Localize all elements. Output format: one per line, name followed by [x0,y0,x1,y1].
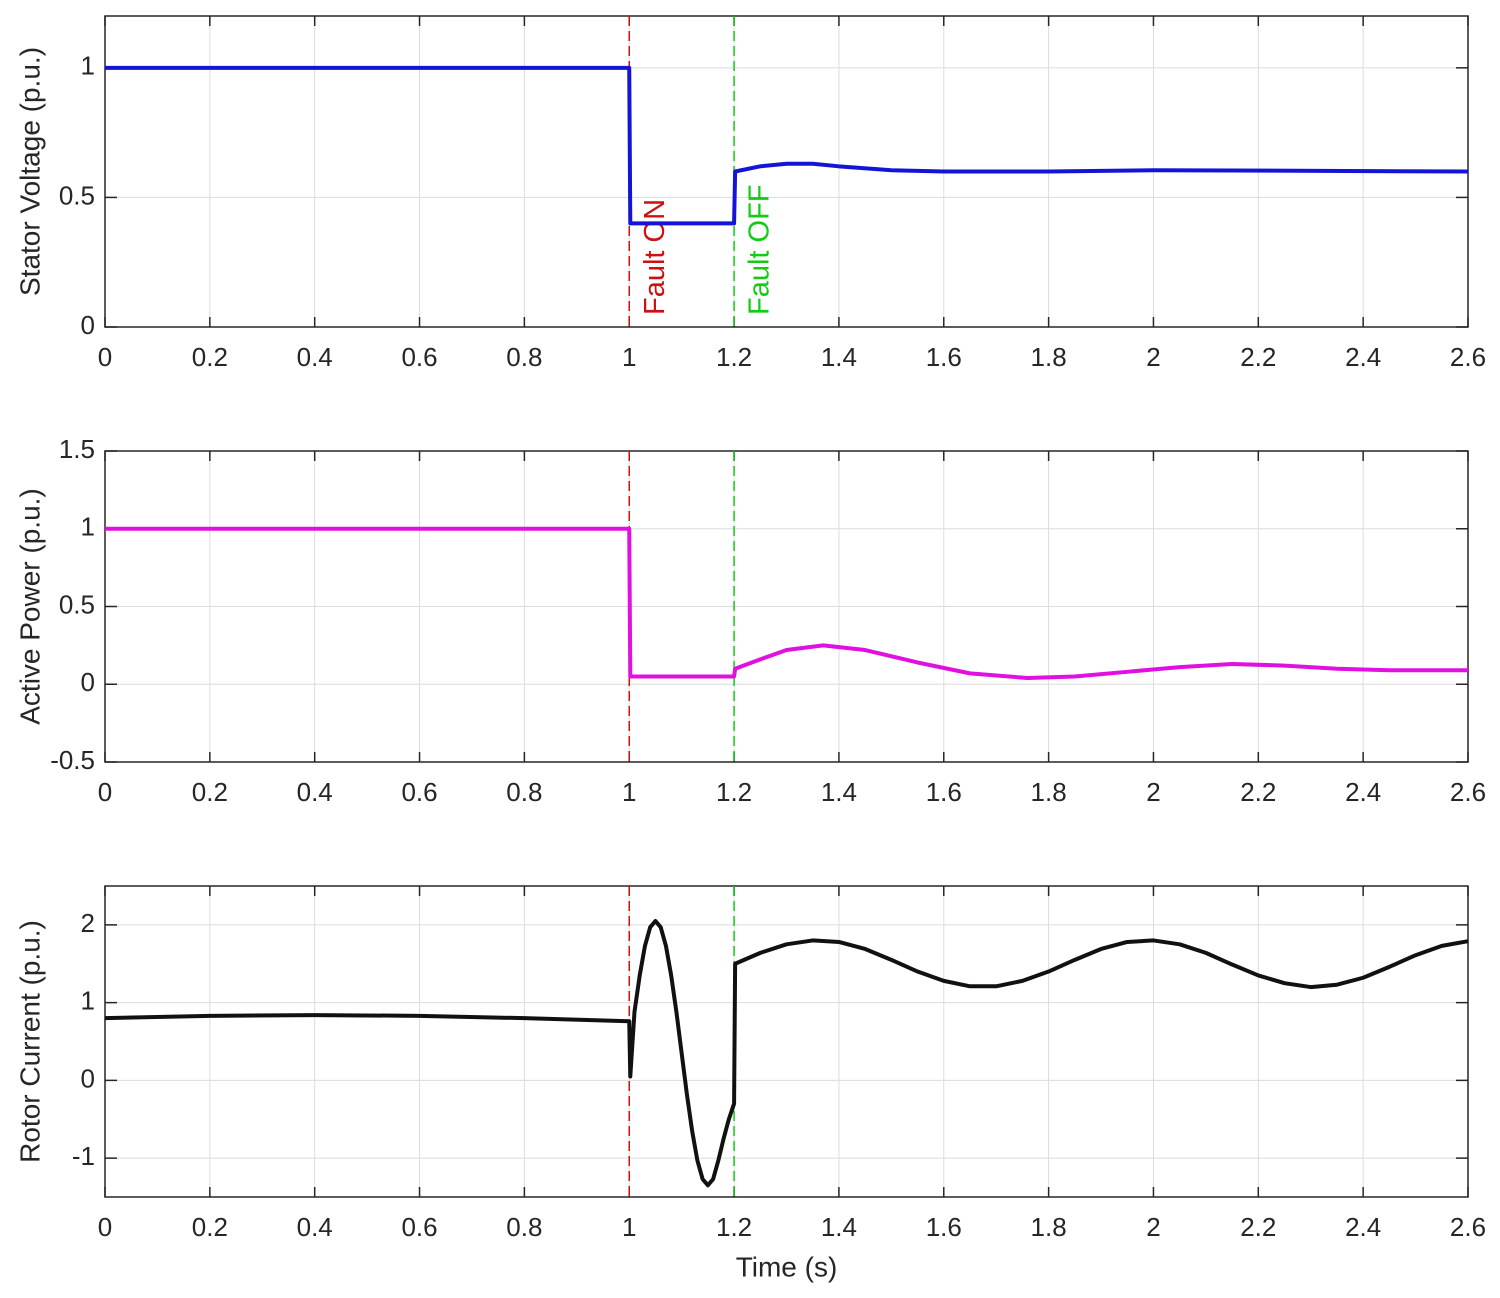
annotation: Fault OFF [744,184,776,315]
plot-area [105,886,1468,1197]
x-tick-label: 1.4 [821,342,857,372]
y-tick-label: 2 [81,908,95,938]
x-axis-label: Time (s) [736,1251,838,1282]
y-tick-label: 0.5 [59,180,95,210]
x-tick-label: 0.4 [297,1212,333,1242]
y-tick-label: 0 [81,310,95,340]
y-axis-label: Stator Voltage (p.u.) [14,47,45,296]
y-tick-label: 0 [81,667,95,697]
y-tick-label: 0.5 [59,589,95,619]
x-tick-label: 2.2 [1240,1212,1276,1242]
x-tick-label: 0 [98,777,112,807]
x-tick-label: 0.6 [401,777,437,807]
y-axis-label: Rotor Current (p.u.) [14,920,45,1163]
y-tick-label: 1.5 [59,434,95,464]
x-tick-label: 1.4 [821,777,857,807]
x-tick-label: 1 [622,342,636,372]
x-tick-label: 2 [1146,777,1160,807]
x-tick-label: 0.2 [192,1212,228,1242]
x-tick-label: 1 [622,1212,636,1242]
annotation: Fault ON [639,199,671,315]
x-tick-label: 1.8 [1031,1212,1067,1242]
x-tick-label: 2.4 [1345,777,1381,807]
x-tick-label: 1.6 [926,342,962,372]
x-tick-label: 1.8 [1031,777,1067,807]
y-axis-label: Active Power (p.u.) [14,488,45,725]
x-tick-label: 0.6 [401,1212,437,1242]
y-tick-label: 1 [81,512,95,542]
y-tick-label: 1 [81,51,95,81]
x-tick-label: 2.6 [1450,1212,1486,1242]
x-tick-label: 1.8 [1031,342,1067,372]
x-tick-label: 0.8 [506,1212,542,1242]
x-tick-label: 0.2 [192,777,228,807]
x-tick-label: 1.2 [716,342,752,372]
x-tick-label: 0.4 [297,777,333,807]
y-tick-label: -0.5 [50,745,95,775]
x-tick-label: 2 [1146,342,1160,372]
x-tick-label: 1.4 [821,1212,857,1242]
x-tick-label: 0.6 [401,342,437,372]
x-tick-label: 0.8 [506,777,542,807]
x-tick-label: 2.4 [1345,1212,1381,1242]
x-tick-label: 1.2 [716,1212,752,1242]
x-tick-label: 2.4 [1345,342,1381,372]
x-tick-label: 0 [98,342,112,372]
data-line [105,526,1468,681]
x-tick-label: 1.6 [926,777,962,807]
x-tick-label: 2 [1146,1212,1160,1242]
y-tick-label: 0 [81,1063,95,1093]
data-line [104,918,1469,1188]
y-tick-label: -1 [72,1141,95,1171]
x-tick-label: 1.2 [716,777,752,807]
x-tick-label: 1.6 [926,1212,962,1242]
y-tick-label: 1 [81,986,95,1016]
x-tick-label: 0.2 [192,342,228,372]
x-tick-label: 0.8 [506,342,542,372]
axes-box [104,885,1469,1198]
data-line [105,65,1469,226]
x-tick-label: 2.2 [1240,342,1276,372]
x-tick-label: 2.6 [1450,777,1486,807]
x-tick-label: 1 [622,777,636,807]
x-tick-label: 0 [98,1212,112,1242]
x-tick-label: 2.6 [1450,342,1486,372]
x-tick-label: 0.4 [297,342,333,372]
x-tick-label: 2.2 [1240,777,1276,807]
axes-box [104,450,1469,763]
